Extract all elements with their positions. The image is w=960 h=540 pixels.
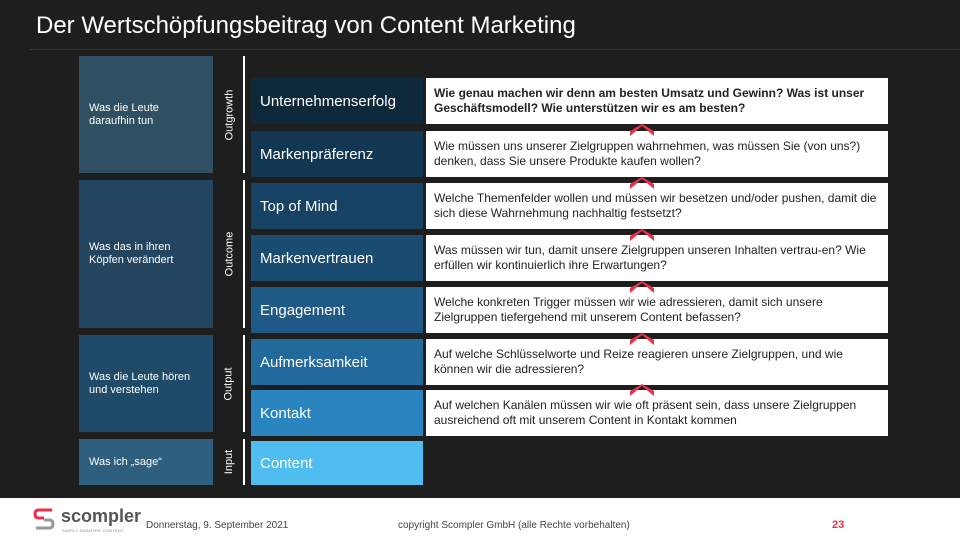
left-box-input: Was ich „sage“: [79, 439, 213, 485]
left-box-label: Was ich „sage“: [89, 455, 162, 468]
left-box-label: Was die Leute daraufhin tun: [89, 101, 159, 127]
row-label-markenvertrauen: Markenvertrauen: [251, 235, 423, 281]
footer-date: Donnerstag, 9. September 2021: [146, 520, 289, 531]
stage-divider: [243, 56, 245, 173]
row-label-markenpraeferenz: Markenpräferenz: [251, 131, 423, 177]
page-title: Der Wertschöpfungsbeitrag von Content Ma…: [36, 12, 576, 39]
left-box-label: Was das in ihren Köpfen verändert: [89, 241, 174, 266]
chevron-up-arrow: [630, 124, 654, 136]
row-label-top-of-mind: Top of Mind: [251, 183, 423, 229]
left-box-outcome: Was das in ihren Köpfen verändert: [79, 180, 213, 328]
row-question: Wie genau machen wir denn am besten Umsa…: [426, 78, 888, 124]
footer-copyright: copyright Scompler GmbH (alle Rechte vor…: [398, 520, 630, 531]
stage-divider: [243, 335, 245, 432]
row-question: Was müssen wir tun, damit unsere Zielgru…: [426, 235, 888, 281]
row-label-unternehmenserfolg: Unternehmenserfolg: [251, 78, 423, 124]
stage-label-outcome: Outcome: [223, 231, 236, 277]
stage-label-outgrowth: Outgrowth: [223, 89, 235, 140]
row-question: Auf welchen Kanälen müssen wir wie oft p…: [426, 390, 888, 436]
scompler-logo-icon: [33, 508, 55, 530]
chevron-up-arrow: [630, 384, 654, 396]
row-question: Welche konkreten Trigger müssen wir wie …: [426, 287, 888, 333]
stage-label-input: Input: [223, 449, 235, 475]
stage-divider: [243, 439, 245, 485]
chevron-up-arrow: [630, 229, 654, 241]
row-question: Auf welche Schlüsselworte und Reize reag…: [426, 339, 888, 385]
left-box-label: Was die Leute hören und verstehen: [89, 370, 191, 396]
row-question: Welche Themenfelder wollen und müssen wi…: [426, 183, 888, 229]
row-label-aufmerksamkeit: Aufmerksamkeit: [251, 339, 423, 385]
stage-divider: [243, 180, 245, 328]
row-label-kontakt: Kontakt: [251, 390, 423, 436]
page-number: 23: [832, 519, 845, 531]
title-divider: [30, 49, 960, 50]
row-label-engagement: Engagement: [251, 287, 423, 333]
chevron-up-arrow: [630, 281, 654, 293]
left-box-outgrowth: Was die Leute daraufhin tun: [79, 56, 213, 173]
brand-name: scompler: [61, 506, 142, 526]
brand-tagline: SIMPLY SMARTER CONTENT: [62, 528, 124, 533]
footer-bar: scompler SIMPLY SMARTER CONTENT Donnerst…: [0, 498, 960, 540]
left-box-output: Was die Leute hören und verstehen: [79, 335, 213, 432]
row-label-content: Content: [251, 441, 423, 485]
row-question: Wie müssen uns unserer Zielgruppen wahrn…: [426, 131, 888, 177]
chevron-up-arrow: [630, 177, 654, 189]
stage-label-output: Output: [223, 366, 235, 401]
chevron-up-arrow: [630, 333, 654, 345]
